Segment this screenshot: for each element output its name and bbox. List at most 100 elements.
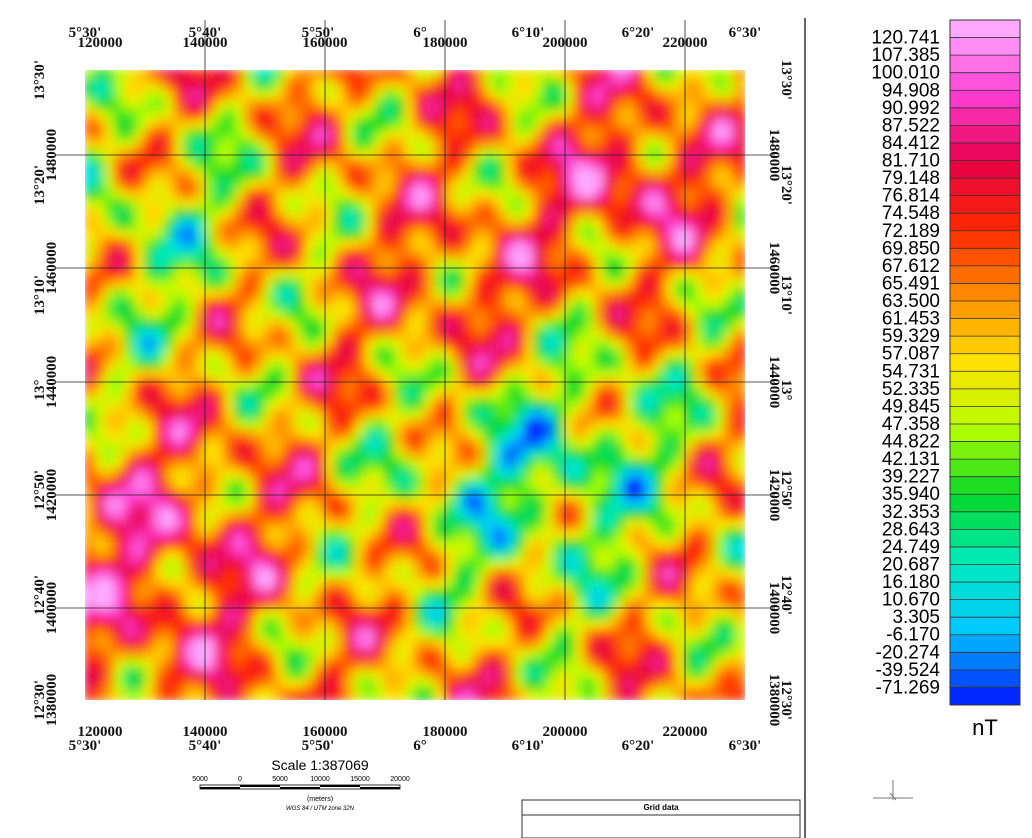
raster-cell [254, 539, 266, 551]
raster-cell [394, 89, 406, 101]
raster-cell [104, 119, 116, 131]
raster-cell [174, 529, 186, 541]
raster-cell [424, 469, 436, 481]
raster-cell [714, 159, 726, 171]
raster-cell [454, 499, 466, 511]
raster-cell [734, 219, 745, 231]
raster-cell [284, 249, 296, 261]
raster-cell [204, 339, 216, 351]
raster-cell [514, 509, 526, 521]
raster-cell [164, 129, 176, 141]
raster-cell [674, 559, 686, 571]
raster-cell [554, 239, 566, 251]
raster-cell [444, 369, 456, 381]
raster-cell [584, 419, 596, 431]
raster-cell [244, 129, 256, 141]
raster-cell [234, 139, 246, 151]
raster-cell [414, 429, 426, 441]
raster-cell [224, 199, 236, 211]
raster-cell [484, 189, 496, 201]
raster-cell [734, 229, 745, 241]
raster-cell [644, 369, 656, 381]
raster-cell [444, 189, 456, 201]
raster-cell [124, 499, 136, 511]
raster-cell [714, 499, 726, 511]
raster-cell [154, 119, 166, 131]
raster-cell [154, 509, 166, 521]
raster-cell [544, 339, 556, 351]
raster-cell [484, 329, 496, 341]
raster-cell [124, 79, 136, 91]
raster-cell [174, 289, 186, 301]
raster-cell [214, 299, 226, 311]
raster-cell [134, 129, 146, 141]
raster-cell [274, 109, 286, 121]
raster-cell [384, 289, 396, 301]
raster-cell [684, 339, 696, 351]
raster-cell [434, 229, 446, 241]
raster-cell [354, 299, 366, 311]
raster-cell [104, 279, 116, 291]
raster-cell [104, 549, 116, 561]
raster-cell [504, 249, 516, 261]
raster-cell [614, 359, 626, 371]
raster-cell [644, 549, 656, 561]
raster-cell [224, 509, 236, 521]
raster-cell [354, 389, 366, 401]
raster-cell [544, 399, 556, 411]
raster-cell [514, 79, 526, 91]
raster-cell [85, 499, 96, 511]
raster-cell [364, 549, 376, 561]
raster-cell [184, 159, 196, 171]
raster-cell [444, 219, 456, 231]
raster-cell [194, 409, 206, 421]
raster-cell [404, 239, 416, 251]
raster-cell [404, 299, 416, 311]
raster-cell [184, 219, 196, 231]
raster-cell [704, 319, 716, 331]
raster-cell [654, 459, 666, 471]
raster-cell [544, 459, 556, 471]
raster-cell [94, 339, 106, 351]
raster-cell [524, 319, 536, 331]
raster-cell [584, 139, 596, 151]
raster-cell [524, 159, 536, 171]
raster-cell [354, 199, 366, 211]
raster-cell [594, 119, 606, 131]
raster-cell [674, 349, 686, 361]
raster-cell [364, 109, 376, 121]
raster-cell [464, 79, 476, 91]
raster-cell [384, 269, 396, 281]
raster-cell [614, 219, 626, 231]
raster-cell [214, 279, 226, 291]
raster-cell [634, 419, 646, 431]
raster-cell [684, 139, 696, 151]
raster-cell [464, 189, 476, 201]
raster-cell [574, 139, 586, 151]
raster-cell [344, 299, 356, 311]
raster-cell [134, 219, 146, 231]
raster-cell [374, 399, 386, 411]
raster-cell [724, 419, 736, 431]
raster-cell [394, 469, 406, 481]
raster-cell [334, 199, 346, 211]
raster-cell [204, 179, 216, 191]
raster-cell [524, 209, 536, 221]
raster-cell [584, 459, 596, 471]
raster-cell [164, 139, 176, 151]
raster-cell [314, 299, 326, 311]
raster-cell [694, 419, 706, 431]
raster-cell [344, 139, 356, 151]
raster-cell [444, 559, 456, 571]
raster-cell [204, 479, 216, 491]
raster-cell [104, 559, 116, 571]
raster-cell [674, 99, 686, 111]
raster-cell [264, 449, 276, 461]
raster-cell [294, 89, 306, 101]
raster-cell [544, 219, 556, 231]
raster-cell [454, 389, 466, 401]
raster-cell [564, 519, 576, 531]
raster-cell [204, 79, 216, 91]
raster-cell [234, 169, 246, 181]
raster-cell [534, 109, 546, 121]
